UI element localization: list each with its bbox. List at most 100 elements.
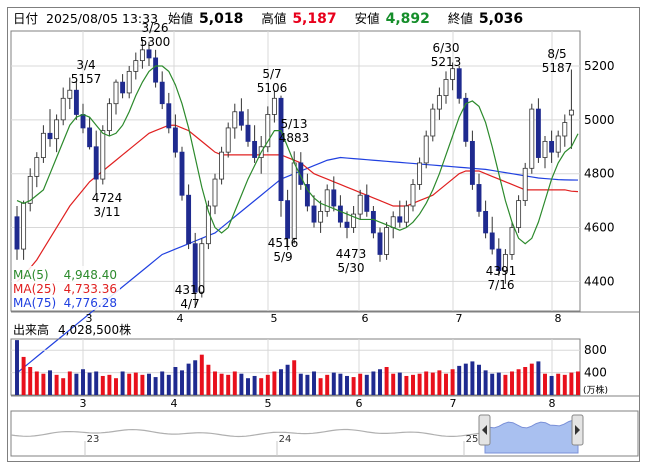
price-tick-label: 4600 <box>584 221 615 235</box>
price-axis: 4400 4600 4800 5000 5200 <box>584 59 615 288</box>
volume-bar <box>107 374 112 395</box>
volume-bar <box>193 360 198 395</box>
volume-bar <box>391 373 396 395</box>
candle-body <box>496 248 502 272</box>
candle-body <box>100 130 106 180</box>
volume-bar <box>21 356 26 395</box>
legend-label: MA(25) <box>13 282 56 296</box>
annotation-value: 4883 <box>279 131 310 145</box>
ma5-line <box>16 65 579 245</box>
candle-body <box>27 175 33 204</box>
legend-value: 4,948.40 <box>64 268 117 282</box>
volume-bar <box>292 360 297 395</box>
volume-bar <box>424 371 429 395</box>
price-panel-border <box>10 30 581 312</box>
candle-body <box>337 205 343 223</box>
candle-body <box>502 254 508 272</box>
date-tick-label-lower: 8 <box>549 397 556 410</box>
navigator-tick-label: 25 <box>466 434 479 445</box>
volume-bar <box>543 373 547 395</box>
candle-body <box>516 200 522 228</box>
candle-body <box>344 221 350 228</box>
candle-body <box>364 194 370 212</box>
volume-bar <box>298 373 303 395</box>
annotation-date: 6/30 <box>433 41 460 55</box>
candle-body <box>238 111 244 126</box>
ma25-line <box>16 124 579 282</box>
annotation-date: 4/7 <box>180 297 199 311</box>
navigator-tick-label: 24 <box>279 434 292 445</box>
volume-bar <box>219 373 224 395</box>
volume-bar <box>371 371 376 395</box>
annotation-date: 8/5 <box>547 47 566 61</box>
low-value: 4,892 <box>385 11 430 27</box>
volume-bar <box>127 373 132 395</box>
high-label: 高値 <box>261 11 287 26</box>
candle-body <box>562 122 568 137</box>
annotation-date: 3/4 <box>76 58 95 72</box>
volume-bar <box>523 367 528 395</box>
candle-body <box>93 146 99 180</box>
candle-body <box>555 135 561 153</box>
volume-bar <box>490 373 495 395</box>
volume-bar <box>312 371 316 395</box>
volume-bar <box>338 373 343 395</box>
high-value: 5,187 <box>292 11 337 27</box>
volume-bar <box>259 378 264 395</box>
candle-body <box>331 189 337 207</box>
candle-body <box>417 162 423 185</box>
candle-body <box>54 119 60 140</box>
candle-body <box>47 132 53 140</box>
candle-body <box>423 135 429 164</box>
candle-body <box>34 157 40 177</box>
volume-bar <box>100 375 105 395</box>
price-tick-label: 5200 <box>584 59 615 73</box>
annotation-date: 5/30 <box>338 261 365 275</box>
volume-bar <box>67 371 72 395</box>
candle-body <box>126 70 132 94</box>
volume-bar <box>562 374 567 395</box>
volume-bar <box>358 373 363 395</box>
candle-body <box>463 97 469 142</box>
candle-body <box>483 210 489 234</box>
candle-body <box>403 205 409 223</box>
candle-body <box>324 189 330 212</box>
candle-body <box>73 89 79 115</box>
volume-bar <box>252 375 257 395</box>
candle-body <box>205 205 211 245</box>
price-grid <box>10 30 640 313</box>
candle-body <box>60 97 66 121</box>
candle-body <box>489 232 495 250</box>
volume-bar <box>160 371 165 395</box>
close-label: 終値 <box>447 11 473 26</box>
volume-bar <box>345 375 349 395</box>
date-label: 日付 <box>13 11 39 26</box>
candle-body <box>456 68 462 99</box>
date-value: 2025/08/05 13:33 <box>46 11 159 26</box>
volume-bar <box>331 372 336 395</box>
candle-body <box>542 140 548 158</box>
volume-bar <box>41 373 46 395</box>
candle-body <box>192 243 198 293</box>
candle-body <box>199 243 205 293</box>
annotation-value: 4310 <box>175 283 206 297</box>
volume-unit: (万株) <box>583 384 608 396</box>
candle-body <box>436 95 442 110</box>
annotation-value: 4724 <box>92 191 123 205</box>
candle-body <box>430 108 436 137</box>
date-tick-label: 8 <box>555 312 562 325</box>
candle-body <box>80 114 86 129</box>
volume-bar <box>34 371 39 395</box>
candle-body <box>410 184 416 207</box>
date-axis: 3 3 4 4 5 5 6 6 7 7 8 8 <box>11 312 640 410</box>
volume-bar <box>503 374 508 395</box>
volume-bar <box>457 365 462 395</box>
candle-body <box>291 162 297 239</box>
volume-bar <box>133 372 138 395</box>
chart-frame <box>7 7 640 462</box>
close-value: 5,036 <box>478 11 524 27</box>
volume-bar <box>477 364 481 395</box>
volume-bar <box>87 372 92 395</box>
volume-bar <box>279 369 283 395</box>
